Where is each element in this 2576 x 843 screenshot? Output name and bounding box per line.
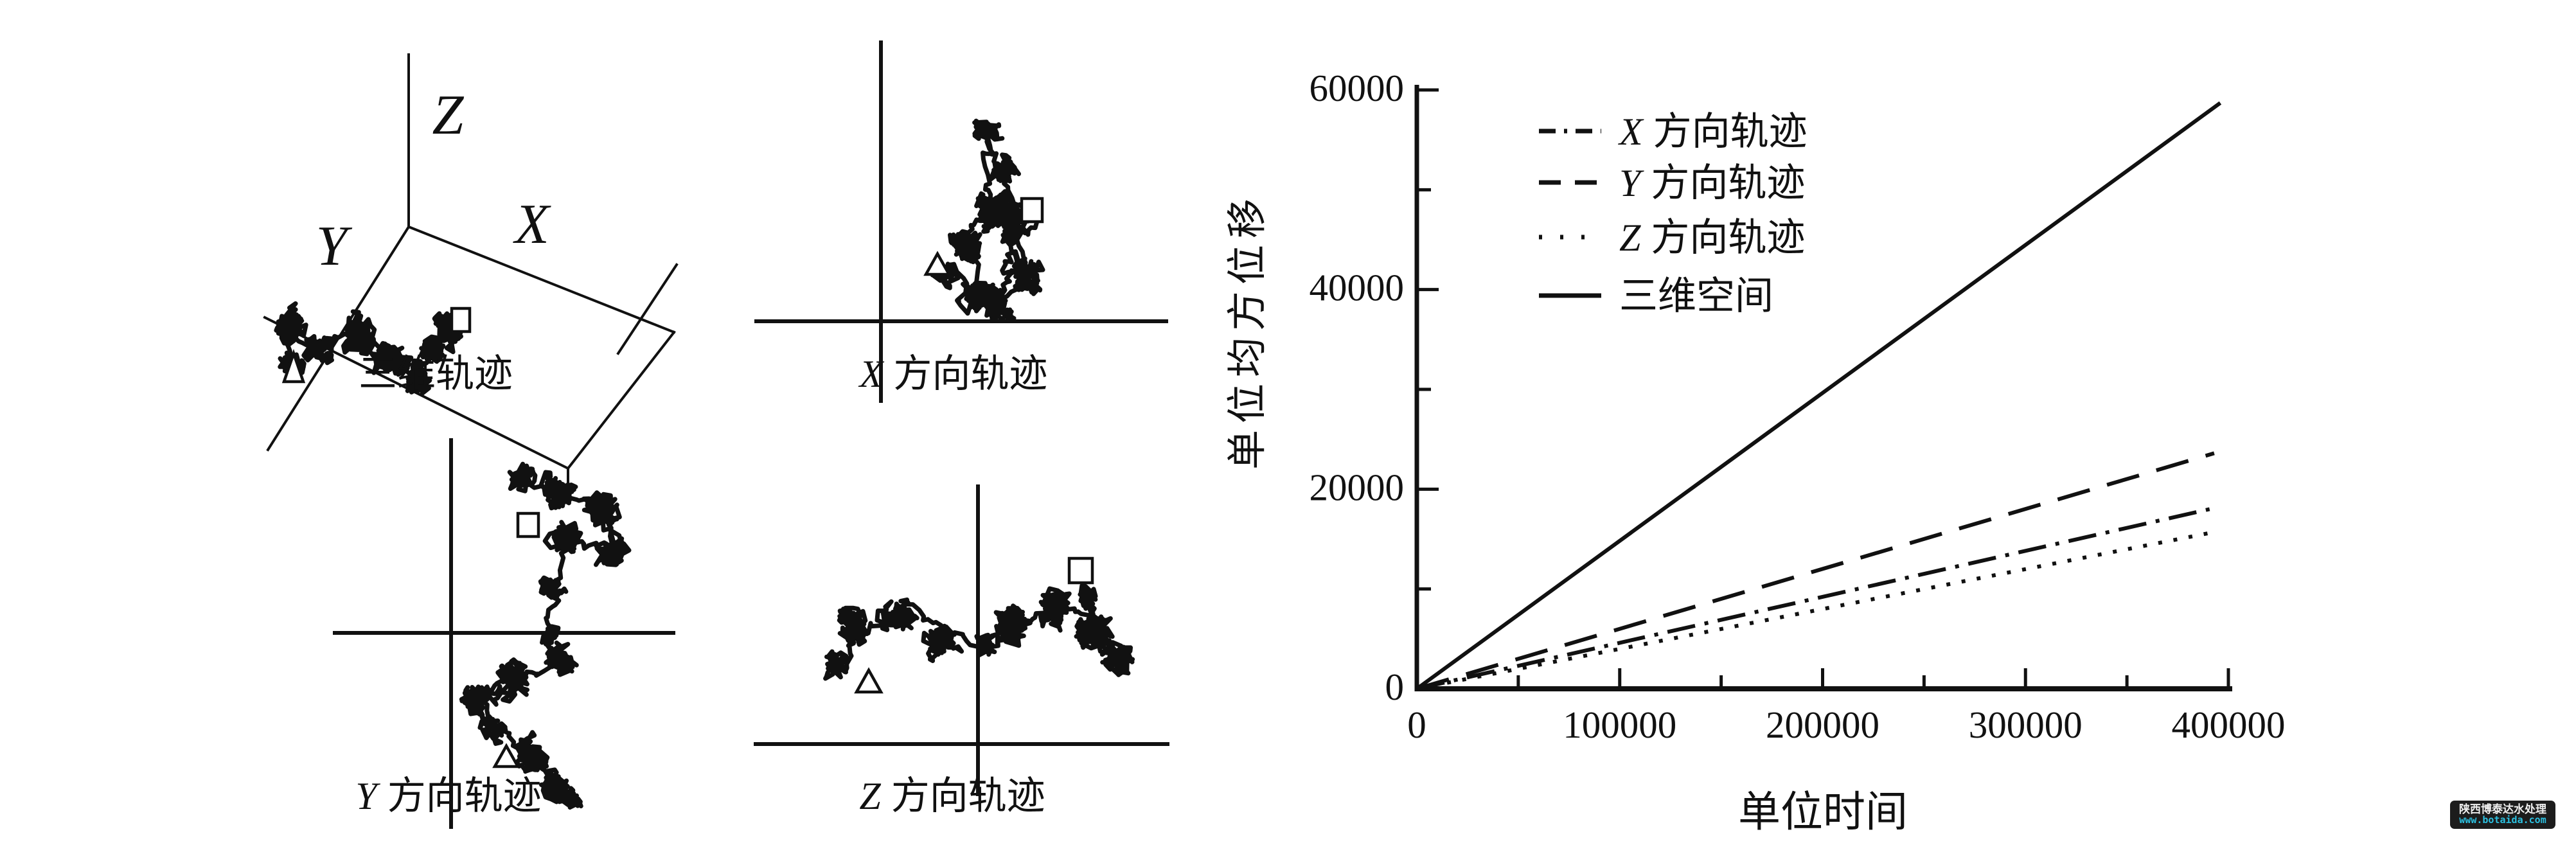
chart-ylabel: 单位均方位移 xyxy=(1226,192,1270,470)
trajX-random-walk xyxy=(928,118,1045,323)
legend-z-text: 方向轨迹 xyxy=(1651,217,1805,259)
y-tick-label: 0 xyxy=(1385,666,1405,708)
trajZ-random-walk xyxy=(823,583,1135,681)
trajZ-start-marker-triangle xyxy=(854,667,884,694)
legend-x-letter: X xyxy=(1618,111,1644,153)
y-axis-letter: Y xyxy=(316,215,353,278)
watermark-badge: 陕西博泰达水处理 www.botaida.com xyxy=(2450,801,2555,829)
traj3d-axis-line xyxy=(566,330,676,470)
caption-x: X 方向轨迹 xyxy=(858,353,1048,395)
caption-y-letter: Y xyxy=(355,775,380,817)
series-line-dash-dot xyxy=(1416,506,2215,691)
watermark-url: www.botaida.com xyxy=(2459,814,2546,826)
y-tick-label: 20000 xyxy=(1310,466,1405,508)
chart-xlabel: 单位时间 xyxy=(1738,789,1908,836)
legend-label-x: X 方向轨迹 xyxy=(1618,111,1808,153)
caption-3d-text: 三维轨迹 xyxy=(359,353,513,395)
legend-y-letter: Y xyxy=(1619,162,1644,204)
traj3d-axis-line xyxy=(407,225,676,334)
traj3d-start-marker-triangle xyxy=(281,349,306,384)
y-tick-label: 40000 xyxy=(1310,267,1405,309)
traj3d-random-walk xyxy=(274,301,465,396)
legend-label-z: Z 方向轨迹 xyxy=(1619,217,1805,259)
panel-y-trajectory xyxy=(333,438,675,829)
series-line-solid xyxy=(1416,101,2222,691)
panel-x-trajectory xyxy=(754,40,1168,403)
legend-x-text: 方向轨迹 xyxy=(1653,111,1808,153)
caption-y: Y 方向轨迹 xyxy=(355,775,541,817)
legend-y-text: 方向轨迹 xyxy=(1651,162,1805,204)
trajZ-end-marker-square xyxy=(1067,556,1094,585)
caption-z-letter: Z xyxy=(859,775,881,817)
trajX-start-marker-triangle xyxy=(923,251,952,276)
x-tick-label: 400000 xyxy=(2172,704,2286,746)
x-tick-label: 200000 xyxy=(1766,704,1879,746)
x-tick-label: 0 xyxy=(1407,704,1426,746)
x-tick-label: 100000 xyxy=(1563,704,1676,746)
caption-x-text: 方向轨迹 xyxy=(893,353,1047,395)
trajY-end-marker-square xyxy=(516,511,540,538)
panel-3d-trajectory xyxy=(263,53,679,492)
caption-3d: 三维轨迹 xyxy=(359,353,513,395)
trajX-end-marker-square xyxy=(1020,197,1044,224)
traj3d-axis-line xyxy=(616,263,679,355)
trajY-start-marker-triangle xyxy=(492,743,520,768)
msd-chart: 0 100000 200000 300000 400000 0 20000 40000 6000… xyxy=(1310,67,2286,746)
y-tick-label: 60000 xyxy=(1310,67,1405,109)
trajY-random-walk xyxy=(459,461,632,810)
legend-label-y: Y 方向轨迹 xyxy=(1619,162,1805,204)
caption-z-text: 方向轨迹 xyxy=(891,775,1045,817)
caption-x-letter: X xyxy=(858,353,885,395)
legend-z-letter: Z xyxy=(1619,217,1641,259)
legend-3d-text: 三维空间 xyxy=(1619,275,1773,317)
z-axis-letter: Z xyxy=(432,84,465,146)
legend-label-3d: 三维空间 xyxy=(1619,275,1773,317)
x-axis-letter: X xyxy=(513,193,551,256)
watermark-company: 陕西博泰达水处理 xyxy=(2459,803,2546,816)
series-line-dotted xyxy=(1416,530,2215,691)
caption-y-text: 方向轨迹 xyxy=(387,775,542,817)
panel-z-trajectory xyxy=(754,484,1169,796)
caption-z: Z 方向轨迹 xyxy=(859,775,1045,817)
series-line-dashed xyxy=(1416,451,2215,691)
x-tick-label: 300000 xyxy=(1969,704,2083,746)
traj3d-end-marker-square xyxy=(450,306,472,333)
